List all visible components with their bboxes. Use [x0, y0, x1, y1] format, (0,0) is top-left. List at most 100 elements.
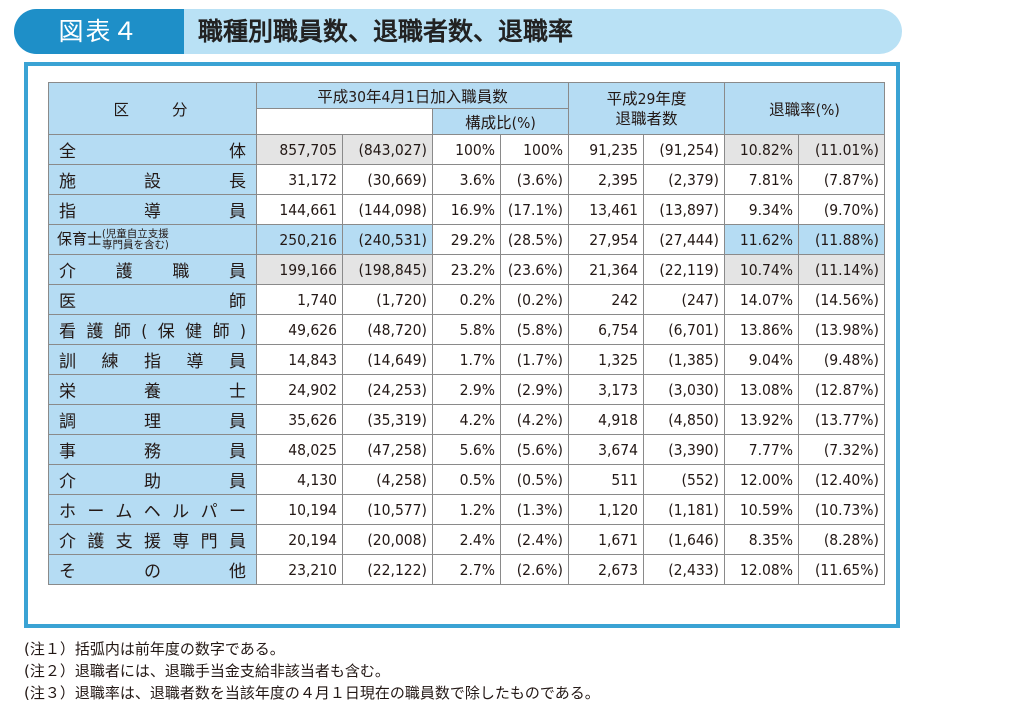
cell-rp: (2.4%)	[500, 524, 569, 555]
cell-ret: 1,120	[568, 494, 644, 525]
cell-n: 144,661	[256, 194, 343, 225]
cell-np: (4,258)	[342, 464, 433, 495]
cell-rate: 12.08%	[724, 554, 799, 585]
header-joined-blank	[256, 108, 433, 135]
table-row: 介助員 4,130 (4,258) 0.5% (0.5%) 511 (552) 12.00%(…	[48, 464, 885, 495]
row-category-note-line1: (児童自立支援	[102, 227, 169, 240]
row-category: 医師	[48, 284, 257, 315]
row-category: 指導員	[48, 194, 257, 225]
cell-n: 35,626	[256, 404, 343, 435]
cell-ret: 13,461	[568, 194, 644, 225]
note-1: (注１）括弧内は前年度の数字である。	[24, 640, 285, 658]
row-category: 介護職員	[48, 254, 257, 285]
cell-rp: (1.7%)	[500, 344, 569, 375]
cell-retp: (91,254)	[643, 134, 725, 165]
cell-r: 1.2%	[432, 494, 501, 525]
cell-r: 2.9%	[432, 374, 501, 405]
header-category: 区 分	[48, 82, 257, 135]
cell-n: 250,216	[256, 224, 343, 255]
row-category: 事務員	[48, 434, 257, 465]
table-row: 医師 1,740 (1,720) 0.2% (0.2%) 242 (247) 14.07% (1…	[48, 284, 885, 315]
cell-rate: 9.04%	[724, 344, 799, 375]
cell-rp: (23.6%)	[500, 254, 569, 285]
cell-ratep: (13.77%)	[798, 404, 885, 435]
cell-np: (24,253)	[342, 374, 433, 405]
cell-retp: (3,030)	[643, 374, 725, 405]
cell-rate: 10.82%	[724, 134, 799, 165]
cell-ret: 242	[568, 284, 644, 315]
cell-ret: 1,671	[568, 524, 644, 555]
table-row: 調理員 35,626 (35,319) 4.2% (4.2%) 4,918 (4,850) 1…	[48, 404, 885, 435]
cell-rate: 10.59%	[724, 494, 799, 525]
cell-rp: (17.1%)	[500, 194, 569, 225]
header-joined: 平成30年4月1日加入職員数	[256, 82, 569, 109]
cell-retp: (552)	[643, 464, 725, 495]
cell-n: 31,172	[256, 164, 343, 195]
cell-n: 48,025	[256, 434, 343, 465]
note-3: (注３）退職率は、退職者数を当該年度の４月１日現在の職員数で除したものである。	[24, 684, 600, 702]
header-retirees-line2: 退職者数	[615, 109, 678, 128]
cell-r: 2.7%	[432, 554, 501, 585]
cell-n: 14,843	[256, 344, 343, 375]
cell-ratep: (9.48%)	[798, 344, 885, 375]
cell-retp: (22,119)	[643, 254, 725, 285]
table-row: 保育士(児童自立支援 専門員を含む) 250,216 (240,531) 29.2% (2…	[48, 224, 885, 255]
table-row: 栄養士 24,902 (24,253) 2.9% (2.9%) 3,173 (3,030) 1…	[48, 374, 885, 405]
cell-ratep: (7.32%)	[798, 434, 885, 465]
note-2: (注２）退職者には、退職手当金支給非該当者も含む。	[24, 662, 390, 680]
cell-r: 3.6%	[432, 164, 501, 195]
cell-ratep: (11.65%)	[798, 554, 885, 585]
table-row: 訓練指導員 14,843 (14,649) 1.7% (1.7%) 1,325 (1,385…	[48, 344, 885, 375]
cell-rate: 13.08%	[724, 374, 799, 405]
header-rate: 退職率(%)	[724, 82, 885, 135]
cell-ratep: (11.01%)	[798, 134, 885, 165]
row-category: 調理員	[48, 404, 257, 435]
row-category-note: (児童自立支援 専門員を含む)	[102, 227, 169, 251]
cell-ret: 2,673	[568, 554, 644, 585]
table-row: ホームヘルパー 10,194 (10,577) 1.2% (1.3%) 1,120 (1,1…	[48, 494, 885, 525]
cell-retp: (2,433)	[643, 554, 725, 585]
row-category: 看護師(保健師)	[48, 314, 257, 345]
cell-np: (22,122)	[342, 554, 433, 585]
cell-rp: (3.6%)	[500, 164, 569, 195]
cell-retp: (1,646)	[643, 524, 725, 555]
row-category: 全体	[48, 134, 257, 165]
cell-r: 29.2%	[432, 224, 501, 255]
table-row: 介護職員 199,166 (198,845) 23.2% (23.6%) 21,364 (2…	[48, 254, 885, 285]
cell-ratep: (8.28%)	[798, 524, 885, 555]
cell-ratep: (12.87%)	[798, 374, 885, 405]
table-body: 全体 857,705 (843,027) 100% 100% 91,235 (91,254)…	[48, 134, 885, 585]
cell-np: (10,577)	[342, 494, 433, 525]
cell-ret: 3,674	[568, 434, 644, 465]
table-row: 事務員 48,025 (47,258) 5.6% (5.6%) 3,674 (3,390) 7…	[48, 434, 885, 465]
cell-rate: 11.62%	[724, 224, 799, 255]
cell-rp: (1.3%)	[500, 494, 569, 525]
cell-rate: 13.92%	[724, 404, 799, 435]
cell-n: 199,166	[256, 254, 343, 285]
cell-retp: (4,850)	[643, 404, 725, 435]
header-ratio: 構成比(%)	[432, 108, 569, 135]
cell-ret: 1,325	[568, 344, 644, 375]
cell-n: 24,902	[256, 374, 343, 405]
cell-retp: (3,390)	[643, 434, 725, 465]
cell-r: 23.2%	[432, 254, 501, 285]
cell-r: 1.7%	[432, 344, 501, 375]
row-category: 施設長	[48, 164, 257, 195]
cell-r: 2.4%	[432, 524, 501, 555]
cell-np: (1,720)	[342, 284, 433, 315]
cell-r: 4.2%	[432, 404, 501, 435]
cell-np: (144,098)	[342, 194, 433, 225]
cell-ratep: (11.88%)	[798, 224, 885, 255]
table-row: 介護支援専門員 20,194 (20,008) 2.4% (2.4%) 1,671 (1,6…	[48, 524, 885, 555]
header-retirees: 平成29年度 退職者数	[568, 82, 725, 135]
figure-label: 図表４	[14, 9, 184, 54]
cell-n: 23,210	[256, 554, 343, 585]
cell-ret: 3,173	[568, 374, 644, 405]
cell-ret: 4,918	[568, 404, 644, 435]
cell-ret: 91,235	[568, 134, 644, 165]
cell-rate: 7.77%	[724, 434, 799, 465]
cell-rate: 10.74%	[724, 254, 799, 285]
row-category-note-line2: 専門員を含む)	[102, 238, 169, 251]
row-category: 栄養士	[48, 374, 257, 405]
cell-n: 4,130	[256, 464, 343, 495]
